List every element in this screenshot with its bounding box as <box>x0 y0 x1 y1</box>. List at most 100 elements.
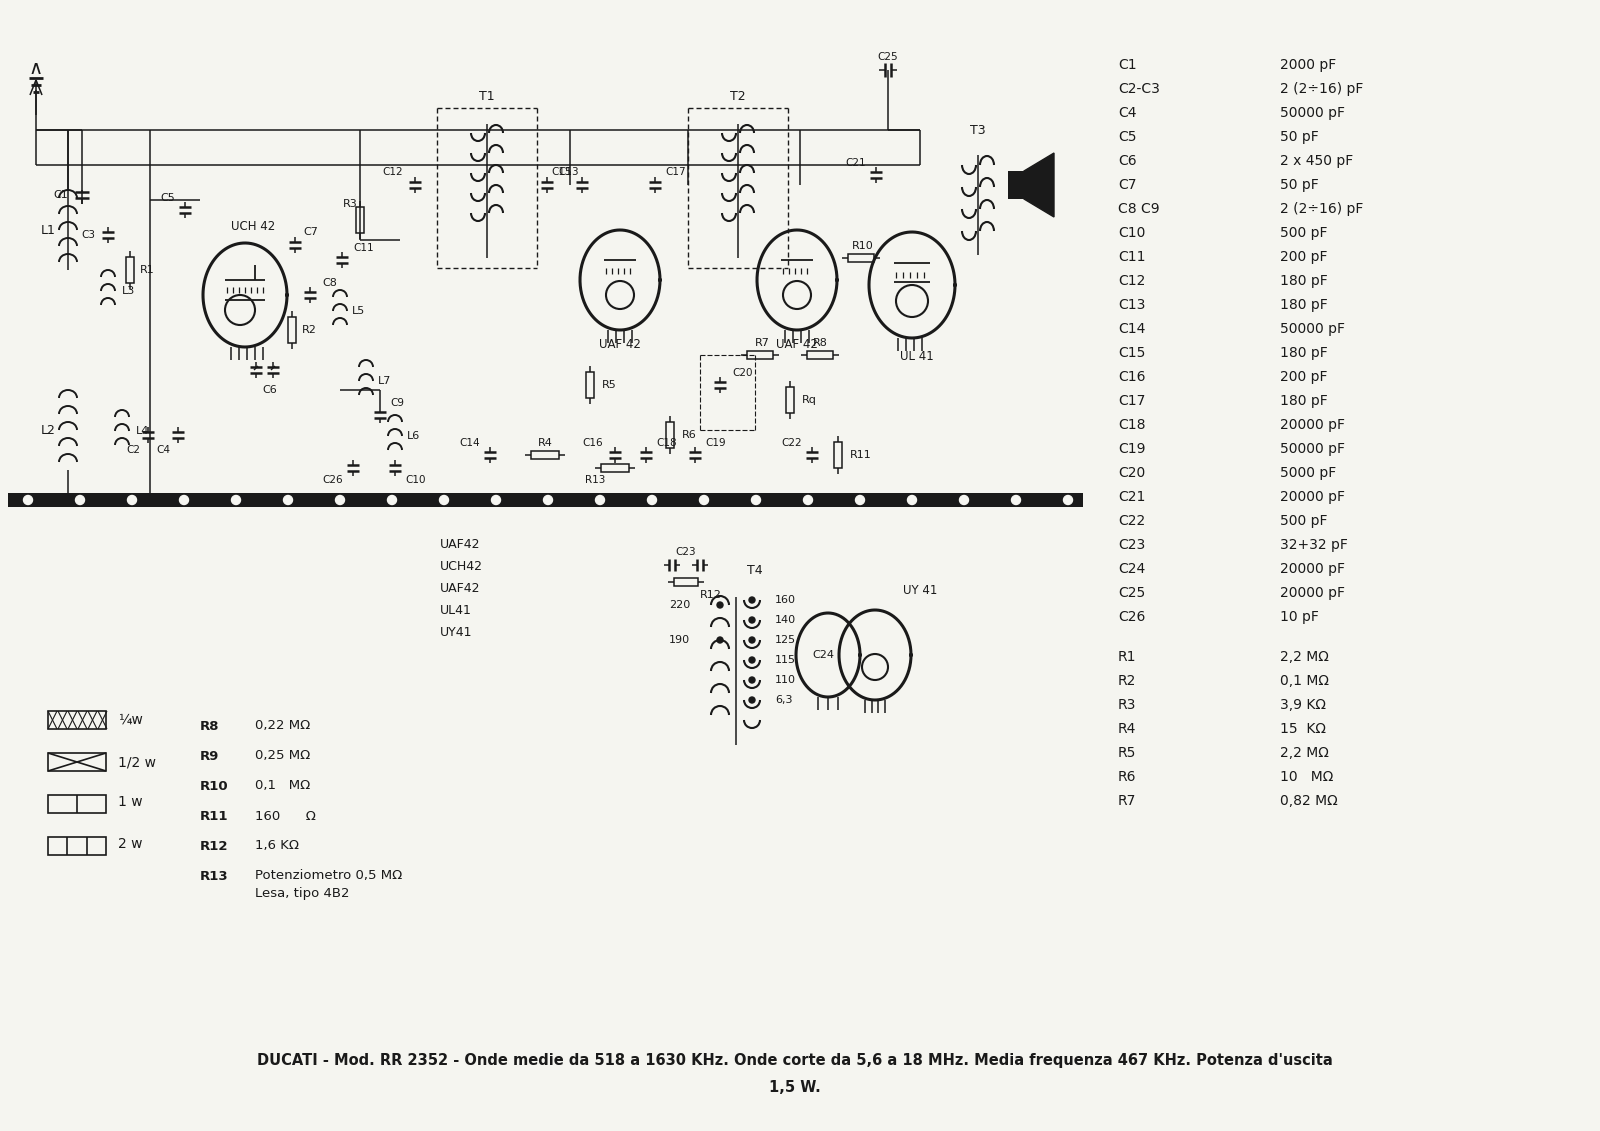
Text: L7: L7 <box>378 375 392 386</box>
Circle shape <box>24 495 32 504</box>
Text: R2: R2 <box>302 325 317 335</box>
Text: C14: C14 <box>459 438 480 448</box>
Text: C14: C14 <box>1118 322 1146 336</box>
Text: R13: R13 <box>200 870 229 882</box>
Text: C26: C26 <box>1118 610 1146 624</box>
Text: 50 pF: 50 pF <box>1280 178 1318 192</box>
Text: R10: R10 <box>853 241 874 251</box>
Circle shape <box>749 637 755 644</box>
Text: 1/2 w: 1/2 w <box>118 756 157 769</box>
Circle shape <box>232 495 240 504</box>
Text: C6: C6 <box>1118 154 1136 169</box>
Text: C12: C12 <box>382 167 403 176</box>
Text: C23: C23 <box>1118 538 1146 552</box>
Text: 50000 pF: 50000 pF <box>1280 322 1346 336</box>
Text: 160      Ω: 160 Ω <box>254 810 315 822</box>
Text: 0,1   MΩ: 0,1 MΩ <box>254 779 310 793</box>
Bar <box>586 372 594 398</box>
Text: 160: 160 <box>774 595 797 605</box>
Text: 220: 220 <box>669 601 690 610</box>
Text: Lesa, tipo 4B2: Lesa, tipo 4B2 <box>254 888 349 900</box>
Text: 1,6 KΩ: 1,6 KΩ <box>254 839 299 853</box>
Text: R8: R8 <box>813 338 827 348</box>
Circle shape <box>387 495 397 504</box>
Text: R12: R12 <box>701 590 722 601</box>
Text: L4: L4 <box>136 426 149 435</box>
Text: R4: R4 <box>538 438 552 448</box>
Text: C12: C12 <box>1118 274 1146 288</box>
Text: Rq: Rq <box>802 395 818 405</box>
Text: 0,82 MΩ: 0,82 MΩ <box>1280 794 1338 808</box>
Text: 6,3: 6,3 <box>774 696 792 705</box>
Circle shape <box>440 495 448 504</box>
Text: 15  KΩ: 15 KΩ <box>1280 722 1326 736</box>
Text: C2: C2 <box>126 444 141 455</box>
Circle shape <box>128 495 136 504</box>
Text: 0,25 MΩ: 0,25 MΩ <box>254 750 310 762</box>
Bar <box>48 837 106 855</box>
Text: UL41: UL41 <box>440 604 472 618</box>
Text: 180 pF: 180 pF <box>1280 274 1328 288</box>
Text: R1: R1 <box>1118 650 1136 664</box>
Text: T1: T1 <box>478 89 494 103</box>
Circle shape <box>749 597 755 603</box>
Text: C16: C16 <box>1118 370 1146 385</box>
Bar <box>602 464 629 472</box>
Text: C7: C7 <box>1118 178 1136 192</box>
Text: 20000 pF: 20000 pF <box>1280 562 1346 576</box>
Text: 180 pF: 180 pF <box>1280 297 1328 312</box>
Bar <box>531 451 558 459</box>
Text: 2,2 MΩ: 2,2 MΩ <box>1280 650 1330 664</box>
Text: L2: L2 <box>40 423 56 437</box>
Text: C25: C25 <box>1118 586 1146 601</box>
Circle shape <box>595 495 605 504</box>
Text: C21: C21 <box>845 158 866 169</box>
Text: C10: C10 <box>405 475 426 485</box>
Text: 3,9 KΩ: 3,9 KΩ <box>1280 698 1326 713</box>
Text: 180 pF: 180 pF <box>1280 346 1328 360</box>
Text: 10   MΩ: 10 MΩ <box>1280 770 1333 784</box>
Text: C20: C20 <box>733 368 752 378</box>
Text: UAF42: UAF42 <box>440 538 480 552</box>
Text: C23: C23 <box>675 547 696 556</box>
Text: R5: R5 <box>1118 746 1136 760</box>
Text: 115: 115 <box>774 655 797 665</box>
Text: L6: L6 <box>406 431 421 441</box>
Text: 0,22 MΩ: 0,22 MΩ <box>254 719 310 733</box>
Text: C18: C18 <box>1118 418 1146 432</box>
Text: C17: C17 <box>1118 394 1146 408</box>
Text: 2,2 MΩ: 2,2 MΩ <box>1280 746 1330 760</box>
Circle shape <box>960 495 968 504</box>
Text: 2000 pF: 2000 pF <box>1280 58 1336 72</box>
Text: UY41: UY41 <box>440 627 472 639</box>
Text: C25: C25 <box>878 52 898 62</box>
Text: 180 pF: 180 pF <box>1280 394 1328 408</box>
Text: 2 (2÷16) pF: 2 (2÷16) pF <box>1280 83 1363 96</box>
Circle shape <box>907 495 917 504</box>
Text: UCH42: UCH42 <box>440 561 483 573</box>
Text: C3: C3 <box>82 230 94 240</box>
Text: R5: R5 <box>602 380 616 390</box>
Text: R4: R4 <box>1118 722 1136 736</box>
Bar <box>1008 171 1024 199</box>
Bar <box>48 795 106 813</box>
Text: R11: R11 <box>850 450 872 460</box>
Text: R3: R3 <box>1118 698 1136 713</box>
Text: R6: R6 <box>1118 770 1136 784</box>
Text: C7: C7 <box>302 227 318 238</box>
Text: C11: C11 <box>354 243 374 253</box>
Text: 5000 pF: 5000 pF <box>1280 466 1336 480</box>
Text: C26: C26 <box>322 475 342 485</box>
Text: R11: R11 <box>200 810 229 822</box>
Text: R13: R13 <box>584 475 605 485</box>
Text: UAF42: UAF42 <box>440 582 480 596</box>
Bar <box>806 351 834 359</box>
Text: C15: C15 <box>1118 346 1146 360</box>
Text: 50000 pF: 50000 pF <box>1280 442 1346 456</box>
Text: C22: C22 <box>781 438 802 448</box>
Bar <box>747 351 773 359</box>
Text: C10: C10 <box>1118 226 1146 240</box>
Bar <box>674 578 698 586</box>
Text: 200 pF: 200 pF <box>1280 250 1328 264</box>
Text: 20000 pF: 20000 pF <box>1280 418 1346 432</box>
